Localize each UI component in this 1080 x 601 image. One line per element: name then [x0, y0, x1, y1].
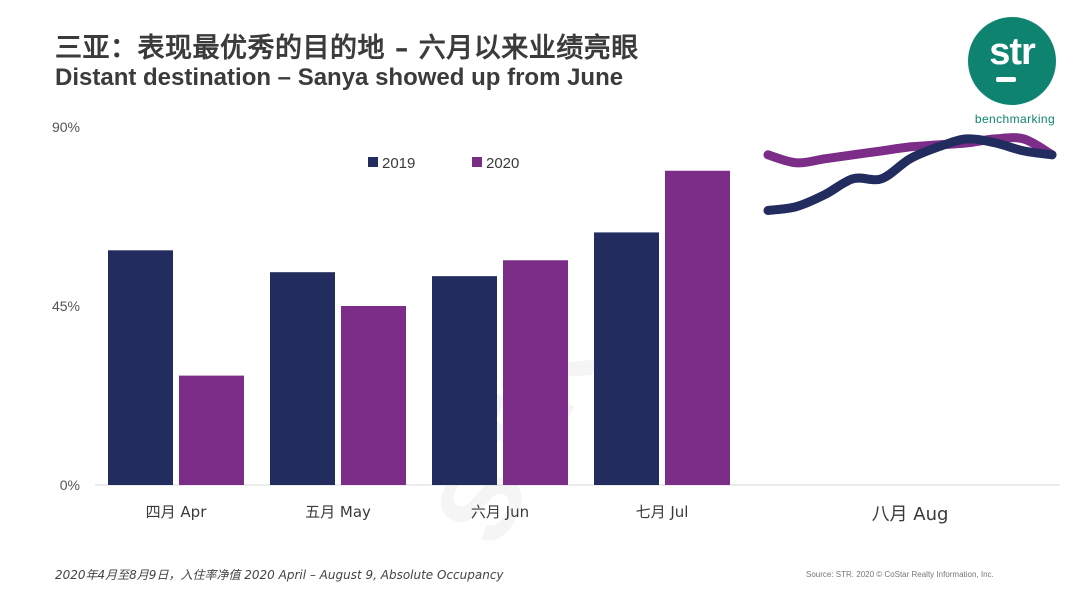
- bar-2020-2: [503, 260, 568, 485]
- legend-swatch-2020: [472, 157, 482, 167]
- logo-text: str: [989, 31, 1036, 73]
- bar-2019-2: [432, 276, 497, 485]
- legend-label-2019: 2019: [382, 155, 415, 172]
- footnote: 2020年4月至8月9日，入住率净值 2020 April – August 9…: [55, 568, 504, 582]
- page-title-english: Distant destination – Sanya showed up fr…: [55, 64, 624, 91]
- page-title-chinese: 三亚：表现最优秀的目的地 – 六月以来业绩亮眼: [55, 33, 639, 64]
- logo-underline: [996, 77, 1016, 82]
- bar-2020-1: [341, 306, 406, 485]
- aug-line-series-group: [763, 133, 1057, 215]
- legend-label-2020: 2020: [486, 155, 519, 172]
- bar-2019-3: [594, 232, 659, 485]
- bar-2019-1: [270, 272, 335, 485]
- chart-legend: 2019 2020: [368, 155, 519, 172]
- str-logo: str: [968, 17, 1056, 105]
- line-2019-aug: [763, 134, 1057, 215]
- x-category-label-aug: 八月 Aug: [872, 504, 949, 525]
- bar-2020-3: [665, 170, 730, 485]
- bar-2020-0: [179, 375, 244, 485]
- x-category-label: 五月 May: [305, 503, 371, 521]
- y-tick-label: 90%: [52, 119, 80, 135]
- x-category-label: 四月 Apr: [146, 503, 208, 521]
- legend-swatch-2019: [368, 157, 378, 167]
- chart-labels: 0% 45% 90% 四月 Apr 五月 May 六月 Jun 七月 Jul 八月 Aug: [52, 119, 948, 525]
- bar-2019-0: [108, 250, 173, 485]
- source-note: Source: STR. 2020 © CoStar Realty Inform…: [806, 570, 994, 579]
- y-tick-label: 45%: [52, 298, 80, 314]
- logo-tagline: benchmarking: [974, 112, 1056, 126]
- x-category-label: 七月 Jul: [636, 503, 689, 521]
- line-2020-aug: [763, 133, 1057, 168]
- bar-series-group: [108, 170, 730, 485]
- y-tick-label: 0%: [60, 477, 80, 493]
- x-category-label: 六月 Jun: [471, 503, 529, 521]
